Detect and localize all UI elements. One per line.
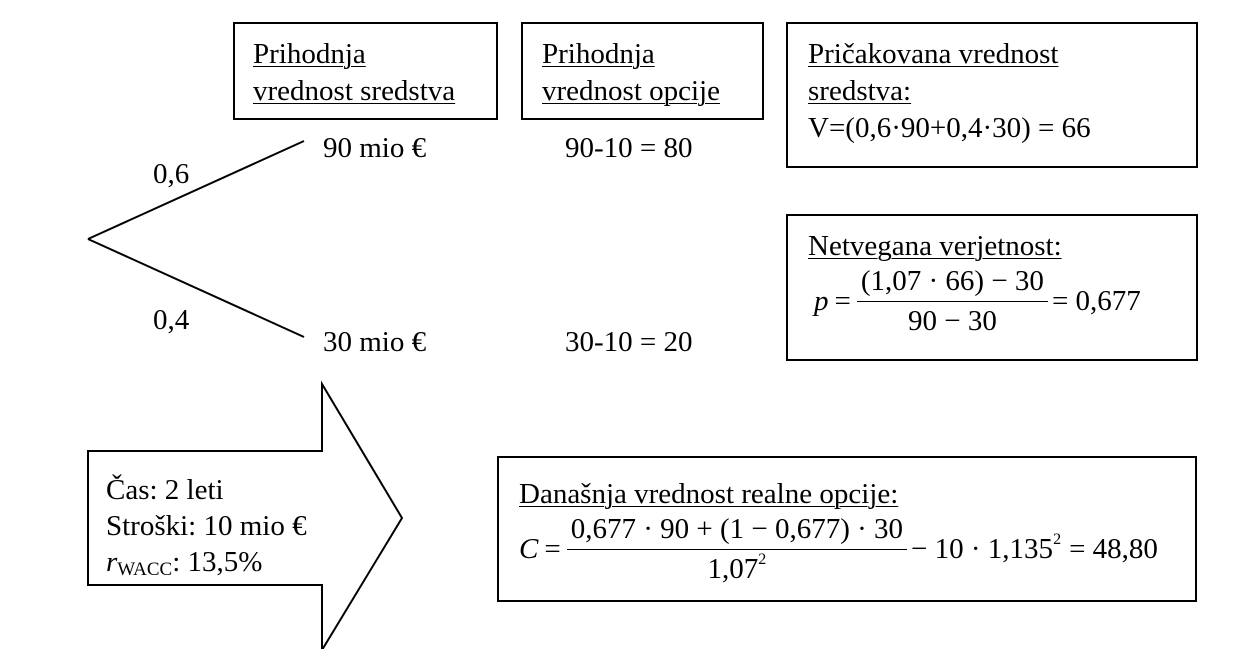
present-value-title: Današnja vrednost realne opcije: xyxy=(519,478,899,510)
wacc-value: : 13,5% xyxy=(172,546,263,578)
risk-neutral-title: Netvegana verjetnost: xyxy=(808,230,1062,262)
option-value-up: 90-10 = 80 xyxy=(565,132,693,164)
expected-value-formula: V=(0,6·90+0,4·30) = 66 xyxy=(808,112,1091,144)
denominator-exponent: 2 xyxy=(758,551,767,568)
present-value-box: Današnja vrednost realne opcije: C = 0,6… xyxy=(497,456,1197,602)
option-header-line-1: Prihodnja xyxy=(542,38,655,70)
risk-neutral-result: = 0,677 xyxy=(1051,285,1141,317)
asset-header-line-1: Prihodnja xyxy=(253,38,366,70)
wacc-subscript: WACC xyxy=(117,559,173,580)
risk-neutral-denominator: 90 − 30 xyxy=(907,305,997,337)
present-value-numerator: 0,677 · 90 + (1 − 0,677) · 30 xyxy=(566,513,908,550)
present-value-denominator: 1,072 xyxy=(704,550,771,586)
present-value-fraction: 0,677 · 90 + (1 − 0,677) · 30 1,072 xyxy=(566,513,908,586)
arrow-text-block: Čas: 2 leti Stroški: 10 mio € rWACC: 13,… xyxy=(106,472,307,588)
risk-neutral-numerator: (1,07 · 66) − 30 xyxy=(856,265,1048,302)
asset-header-line-2: vrednost sredstva xyxy=(253,75,456,107)
block-arrow xyxy=(87,380,404,649)
asset-value-header-box: Prihodnja vrednost sredstva xyxy=(233,22,498,120)
option-value-header-box: Prihodnja vrednost opcije xyxy=(521,22,764,120)
probability-up: 0,6 xyxy=(153,158,190,190)
tail-base: − 10 · 1,135 xyxy=(911,533,1054,565)
risk-neutral-fraction: (1,07 · 66) − 30 90 − 30 xyxy=(856,265,1048,338)
costs-label: Stroški: 10 mio € xyxy=(106,510,307,542)
expected-value-box: Pričakovana vrednost sredstva: V=(0,6·90… xyxy=(786,22,1198,168)
tail-exponent: 2 xyxy=(1053,531,1062,548)
asset-value-up: 90 mio € xyxy=(323,132,427,164)
present-value-formula: C = 0,677 · 90 + (1 − 0,677) · 30 1,072 … xyxy=(519,513,1195,586)
p-symbol: p xyxy=(814,285,829,317)
equals-sign: = xyxy=(834,285,851,317)
denominator-base: 1,07 xyxy=(707,553,759,585)
risk-neutral-probability-box: Netvegana verjetnost: p = (1,07 · 66) − … xyxy=(786,214,1198,361)
expected-title-line-2: sredstva: xyxy=(808,75,912,107)
expected-title-line-1: Pričakovana vrednost xyxy=(808,38,1059,70)
equals-sign: = xyxy=(544,533,561,565)
probability-down: 0,4 xyxy=(153,304,190,336)
asset-value-down: 30 mio € xyxy=(323,326,427,358)
present-value-result: = 48,80 xyxy=(1069,533,1158,565)
tree-branch-up xyxy=(87,140,305,240)
option-value-down: 30-10 = 20 xyxy=(565,326,693,358)
present-value-tail: − 10 · 1,1352 xyxy=(911,531,1062,566)
time-label: Čas: 2 leti xyxy=(106,474,224,506)
option-header-line-2: vrednost opcije xyxy=(542,75,720,107)
tree-branch-down xyxy=(87,238,305,338)
wacc-r-symbol: r xyxy=(106,546,118,578)
c-symbol: C xyxy=(519,533,539,565)
risk-neutral-formula: p = (1,07 · 66) − 30 90 − 30 = 0,677 xyxy=(814,265,1196,338)
wacc-label: rWACC: 13,5% xyxy=(106,544,307,588)
